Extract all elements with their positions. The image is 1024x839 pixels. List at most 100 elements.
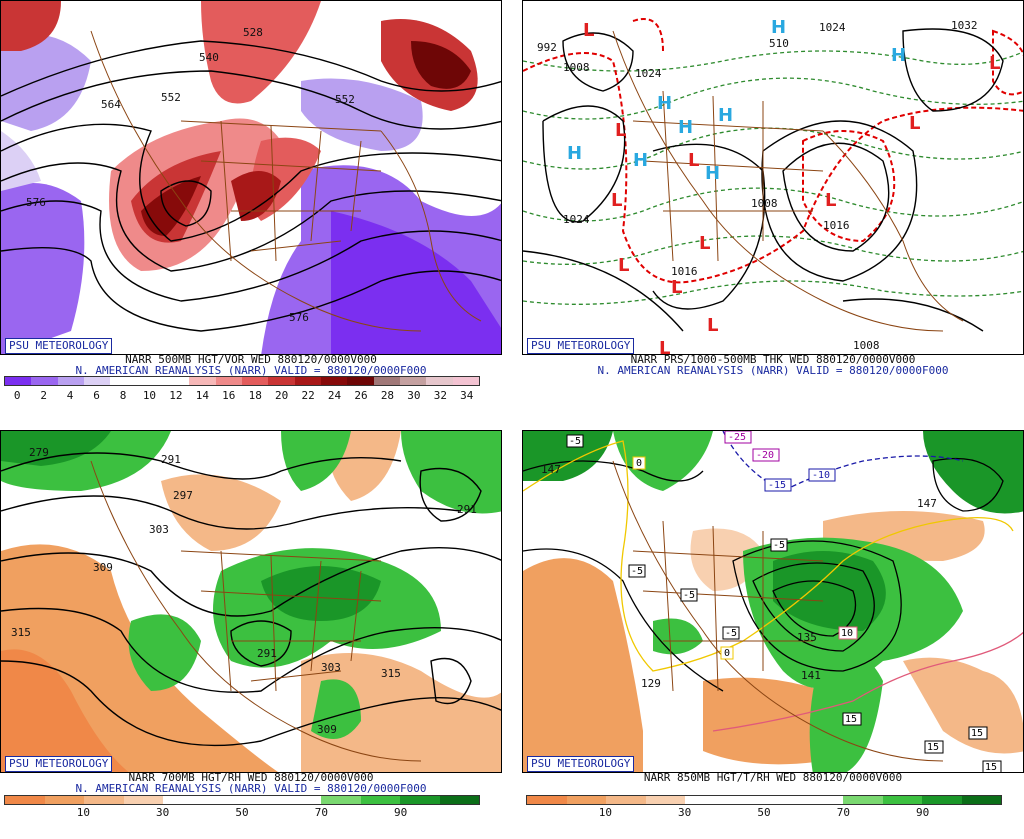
contour-label: 540 [199,51,219,64]
panel-title-line1: NARR 850MB HGT/T/RH WED 880120/0000V000 [643,771,903,784]
colorbar-swatch [645,796,685,804]
panel-title-line2: N. AMERICAN REANALYSIS (NARR) VALID = 88… [75,364,427,377]
colorbar-swatch [294,377,321,385]
rh-dry-area-west [523,558,643,772]
colorbar-labels: 0 2 4 6 8 10 12 14 16 18 20 22 24 26 28 30 32 34 [4,389,480,403]
colorbar-tick-label: 0 [13,389,21,402]
colorbar-tick-label: 30 [678,806,692,819]
temperature-label: -5 [683,590,695,601]
contour-label: 291 [257,647,277,660]
contour-label: 303 [149,523,169,536]
colorbar-tick-label: 34 [460,389,474,402]
colorbar-tick-label: 20 [275,389,289,402]
colorbar-tick-label: 50 [235,806,249,819]
contour-label: 510 [769,37,789,50]
temperature-label: -5 [631,566,643,577]
panel-title-line1: NARR 700MB HGT/RH WED 880120/0000V000 [128,771,374,784]
panel-500mb: 528 540 552 552 564 576 576 PSU METEOROL… [0,0,502,409]
high-pressure-symbol: H [718,105,733,126]
contour-label: 291 [457,503,477,516]
contour-label: 1024 [635,67,662,80]
colorbar-tick-label: 2 [40,389,47,402]
psu-meteorology-badge: PSU METEOROLOGY [5,756,113,772]
temperature-label: 0 [724,648,730,659]
contour-label: 552 [335,93,355,106]
colorbar-labels: 10 30 50 70 90 [4,806,480,820]
colorbar-tick-label: 22 [301,389,315,402]
colorbar-swatch [426,377,453,385]
colorbar-swatch [452,377,479,385]
contour-label: 291 [161,453,181,466]
low-pressure-symbol: L [688,150,699,171]
low-pressure-symbol: L [909,113,920,134]
high-pressure-symbol: H [657,93,672,114]
colorbar-swatch [84,796,124,804]
low-pressure-symbol: L [583,20,594,41]
contour-label: 1016 [823,219,850,232]
colorbar-swatch [373,377,400,385]
colorbar-tick-label: 70 [836,806,850,819]
colorbar-swatch [5,377,32,385]
low-pressure-symbol: L [671,277,682,298]
low-pressure-symbol: L [611,190,622,211]
contour-label: 135 [797,631,817,644]
map-850mb: -5 -25 -20 -15 -10 -5 -5 -5 -5 0 [522,430,1024,773]
psu-meteorology-badge: PSU METEOROLOGY [5,338,113,354]
panel-title-line2: N. AMERICAN REANALYSIS (NARR) VALID = 88… [597,364,949,377]
colorbar-swatch [961,796,1001,804]
colorbar-swatch [242,796,282,804]
low-pressure-symbol: L [989,53,1000,74]
map-prs-thk: H H H H H H H H L L L L L L L L L L L L [522,0,1024,355]
psu-meteorology-badge: PSU METEOROLOGY [527,756,635,772]
contour-label: 564 [101,98,121,111]
temperature-label: 15 [845,714,857,725]
temperature-label: -25 [728,432,746,443]
contour-label: 279 [29,446,49,459]
contour-label: 147 [917,497,937,510]
contour-label: 1008 [853,339,880,352]
colorbar-tick-label: 10 [76,806,90,819]
colorbar-swatch [57,377,84,385]
contour-label: 1032 [951,19,978,32]
colorbar-tick-label: 90 [916,806,930,819]
temperature-label: -5 [569,436,581,447]
contour-label: 315 [11,626,31,639]
psu-meteorology-badge: PSU METEOROLOGY [527,338,635,354]
colorbar-tick-label: 90 [394,806,408,819]
colorbar-swatch [803,796,843,804]
colorbar-tick-label: 32 [433,389,447,402]
temperature-label: -10 [812,470,830,481]
low-pressure-symbol: L [618,255,629,276]
temperature-label: -15 [768,480,786,491]
colorbar-tick-label: 4 [66,389,74,402]
panel-700mb: 279 291 297 303 309 315 291 303 315 309 … [0,430,502,839]
contour-label: 1008 [563,61,590,74]
colorbar-swatch [136,377,163,385]
temperature-label: -5 [773,540,785,551]
colorbar-tick-label: 24 [327,389,342,402]
contour-label: 309 [93,561,113,574]
colorbar-labels: 10 30 50 70 90 [526,806,1002,820]
colorbar-tick-label: 30 [407,389,421,402]
panel-title-line1: NARR PRS/1000-500MB THK WED 880120/0000V… [630,353,916,366]
colorbar-tick-label: 26 [354,389,368,402]
colorbar-swatch [268,377,295,385]
colorbar-swatch [123,796,163,804]
panel-850mb: -5 -25 -20 -15 -10 -5 -5 -5 -5 0 [522,430,1024,839]
colorbar-swatch [882,796,922,804]
colorbar-swatch [439,796,479,804]
high-pressure-symbol: H [567,143,582,164]
contour-label: 992 [537,41,557,54]
colorbar-swatch [163,796,203,804]
high-pressure-symbol: H [891,45,906,66]
colorbar-swatch [189,377,216,385]
colorbar-swatch [399,377,427,385]
temperature-label: -20 [756,450,774,461]
contour-label: 147 [541,463,561,476]
colorbar-swatch [606,796,646,804]
high-pressure-symbol: H [678,117,693,138]
colorbar-tick-label: 8 [119,389,127,402]
colorbar-vorticity [4,376,480,386]
colorbar-swatch [31,377,58,385]
low-pressure-symbol: L [659,338,670,355]
